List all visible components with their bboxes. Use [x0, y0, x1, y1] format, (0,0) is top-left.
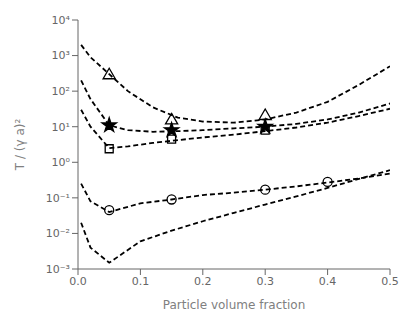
svg-text:10⁻²: 10⁻²	[46, 227, 70, 240]
svg-text:0.1: 0.1	[132, 275, 150, 288]
svg-text:Particle volume fraction: Particle volume fraction	[163, 298, 306, 312]
svg-text:10⁻¹: 10⁻¹	[46, 192, 70, 205]
svg-text:10³: 10³	[52, 49, 70, 62]
svg-text:10⁴: 10⁴	[52, 14, 71, 27]
svg-text:0.5: 0.5	[381, 275, 399, 288]
svg-text:10⁰: 10⁰	[52, 156, 71, 169]
svg-text:10¹: 10¹	[52, 121, 70, 134]
svg-text:T / (γ a)²: T / (γ a)²	[13, 119, 27, 172]
svg-text:0.2: 0.2	[194, 275, 212, 288]
svg-text:0.4: 0.4	[319, 275, 337, 288]
svg-text:10²: 10²	[52, 85, 70, 98]
svg-text:0.3: 0.3	[256, 275, 274, 288]
svg-text:0.0: 0.0	[69, 275, 87, 288]
svg-text:10⁻³: 10⁻³	[46, 263, 70, 276]
